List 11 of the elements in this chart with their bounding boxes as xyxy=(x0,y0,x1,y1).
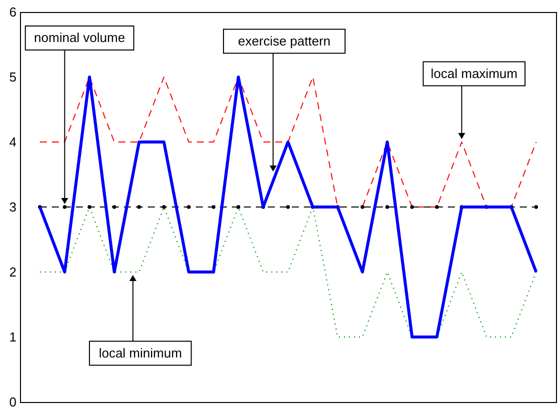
annotation: local minimum xyxy=(98,345,182,360)
y-tick-label: 6 xyxy=(9,4,16,20)
annotation: local maximum xyxy=(430,66,518,81)
y-tick-label: 2 xyxy=(9,264,16,280)
y-tick-label: 5 xyxy=(9,70,16,84)
y-tick-label: 4 xyxy=(9,134,16,150)
y-tick-label: 0 xyxy=(9,394,16,410)
annotation: nominal volume xyxy=(34,30,126,45)
annotation: exercise pattern xyxy=(238,33,331,48)
y-tick-label: 3 xyxy=(9,200,16,214)
y-tick-label: 1 xyxy=(9,330,16,344)
